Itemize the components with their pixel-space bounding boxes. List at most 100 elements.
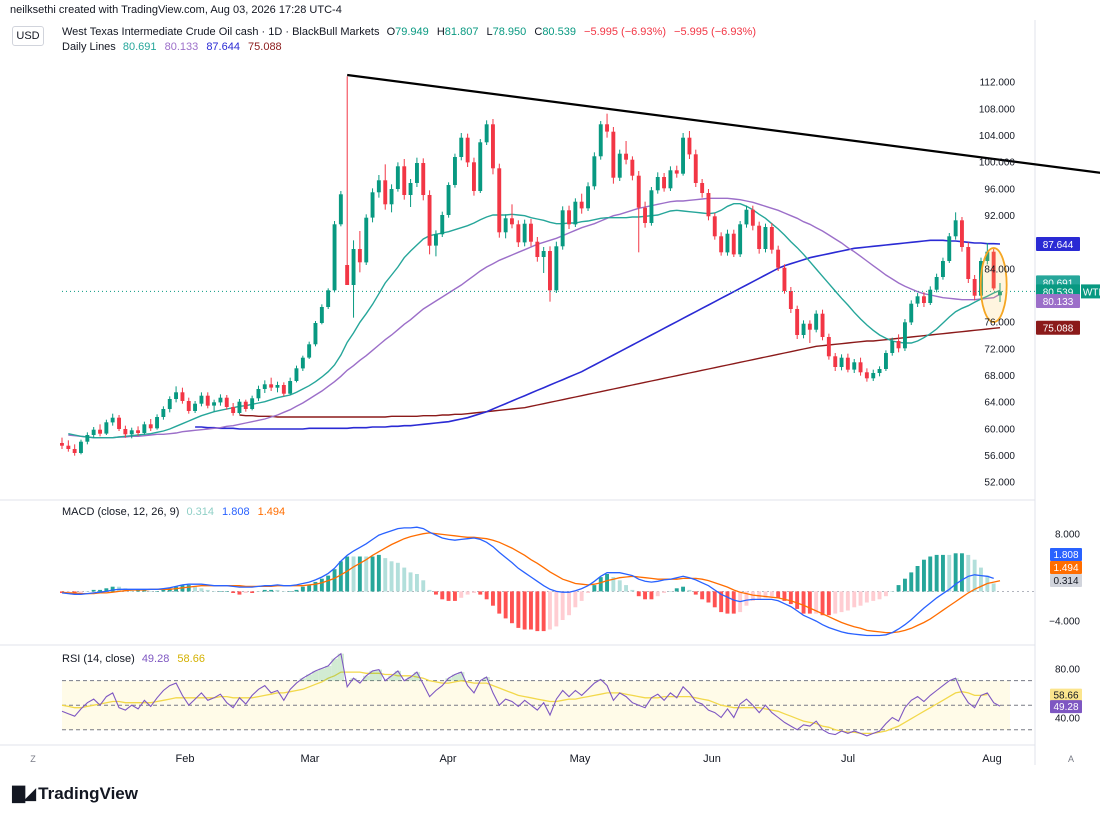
candle-body <box>72 449 77 453</box>
rsi-overbought-fill <box>369 670 376 681</box>
macd-hist-bar <box>275 589 280 592</box>
time-tick-label: Mar <box>301 753 320 765</box>
candle-body <box>415 163 419 183</box>
macd-hist-bar <box>554 591 559 627</box>
macd-hist-bar <box>649 591 654 600</box>
macd-hist-bar <box>402 567 407 592</box>
candle-body <box>376 180 381 193</box>
candle-body <box>288 381 293 394</box>
rsi-overbought-fill <box>407 677 414 681</box>
macd-hist-bar <box>903 578 907 592</box>
ma200-line <box>239 327 1001 418</box>
candle-body <box>434 234 438 246</box>
auto-scale-z-button[interactable]: Z <box>30 754 36 764</box>
time-tick-label: Jul <box>841 753 855 765</box>
macd-hist-bar <box>484 591 489 600</box>
macd-hist-bar <box>510 591 514 624</box>
candle-body <box>960 220 964 247</box>
tradingview-logo-text: TradingView <box>38 784 138 803</box>
rsi-overbought-fill <box>318 668 325 681</box>
time-tick-label: Aug <box>982 753 1002 765</box>
candle-body <box>858 362 863 373</box>
macd-hist-bar <box>212 591 216 592</box>
time-tick-label: May <box>570 753 591 765</box>
currency-button[interactable]: USD <box>12 26 44 46</box>
price-tick-label: 108.000 <box>979 104 1016 115</box>
auto-scale-a-button[interactable]: A <box>1068 754 1074 764</box>
candle-body <box>491 124 495 169</box>
macd-hist-bar <box>338 561 343 592</box>
macd-hist-bar <box>288 591 293 592</box>
macd-hist-bar <box>877 591 882 600</box>
symbol-legend: West Texas Intermediate Crude Oil cash ·… <box>62 26 761 38</box>
macd-hist-bar <box>269 589 274 592</box>
rsi-overbought-fill <box>306 674 313 681</box>
macd-hist-bar <box>129 589 134 592</box>
macd-hist-bar <box>655 591 660 597</box>
ma100-line <box>195 239 1001 430</box>
candle-body <box>364 217 369 263</box>
open-label: O <box>386 26 396 38</box>
macd-hist-bar <box>148 591 153 592</box>
candle-body <box>472 162 476 191</box>
rsi-overbought-fill <box>363 675 370 681</box>
macd-hist-bar <box>972 559 977 592</box>
candle-body <box>402 166 407 195</box>
macd-hist-bar <box>826 591 831 616</box>
candle-body <box>776 249 781 268</box>
candle-body <box>655 177 660 191</box>
rsi-overbought-fill <box>299 678 306 681</box>
macd-hist-bar <box>636 591 641 597</box>
candle-body <box>180 392 185 401</box>
candle-body <box>275 385 280 388</box>
candle-body <box>884 353 888 369</box>
candle-body <box>503 218 508 233</box>
macd-hist-bar <box>960 553 964 592</box>
rsi-tick-label: 40.00 <box>1055 713 1080 724</box>
price-tick-label: 100.000 <box>979 158 1016 169</box>
candle-body <box>763 227 768 249</box>
ma-label: Daily Lines <box>62 41 116 53</box>
high-value: 81.807 <box>444 26 479 38</box>
candle-body <box>681 137 685 174</box>
candle-body <box>408 183 413 195</box>
candle-body <box>643 207 647 223</box>
ma50-value: 80.133 <box>164 41 199 53</box>
candle-body <box>117 417 121 429</box>
macd-hist-bar <box>491 591 495 606</box>
macd-tag <box>1050 561 1082 574</box>
macd-hist-bar <box>262 589 267 592</box>
candle-body <box>674 170 679 174</box>
macd-hist-bar <box>719 591 724 613</box>
macd-hist-bar <box>693 591 698 595</box>
candle-body <box>782 267 787 291</box>
macd-tag-label: 0.314 <box>1053 576 1078 587</box>
macd-hist-bar <box>332 569 337 592</box>
rsi-line <box>61 652 1001 737</box>
candle-body <box>839 357 844 367</box>
candle-body <box>446 185 451 215</box>
chart-overlays <box>62 247 1035 323</box>
rsi-overbought-fill <box>325 665 332 681</box>
candle-body <box>998 291 1002 296</box>
candle-body <box>934 277 939 290</box>
macd-signal-value: 1.494 <box>257 506 286 518</box>
candle-body <box>972 279 977 296</box>
price-chart[interactable]: 112.000 108.000 104.000 100.000 96.000 92.000… <box>0 0 1100 780</box>
macd-hist-bar <box>712 591 717 608</box>
macd-hist-bar <box>415 574 419 592</box>
macd-hist-bar <box>820 591 825 616</box>
macd-hist-bar <box>104 588 109 592</box>
candle-body <box>370 192 375 218</box>
macd-hist-bar <box>687 589 692 592</box>
candle-body <box>636 175 641 208</box>
candle-body <box>148 424 153 429</box>
candle-body <box>662 177 666 189</box>
macd-hist-bar <box>472 591 476 593</box>
candle-body <box>104 422 109 434</box>
macd-hist-bar <box>896 585 901 592</box>
macd-tag-label: 1.808 <box>1053 550 1078 561</box>
candle-body <box>909 303 914 323</box>
candle-body <box>788 291 793 309</box>
candle-body <box>750 209 755 226</box>
